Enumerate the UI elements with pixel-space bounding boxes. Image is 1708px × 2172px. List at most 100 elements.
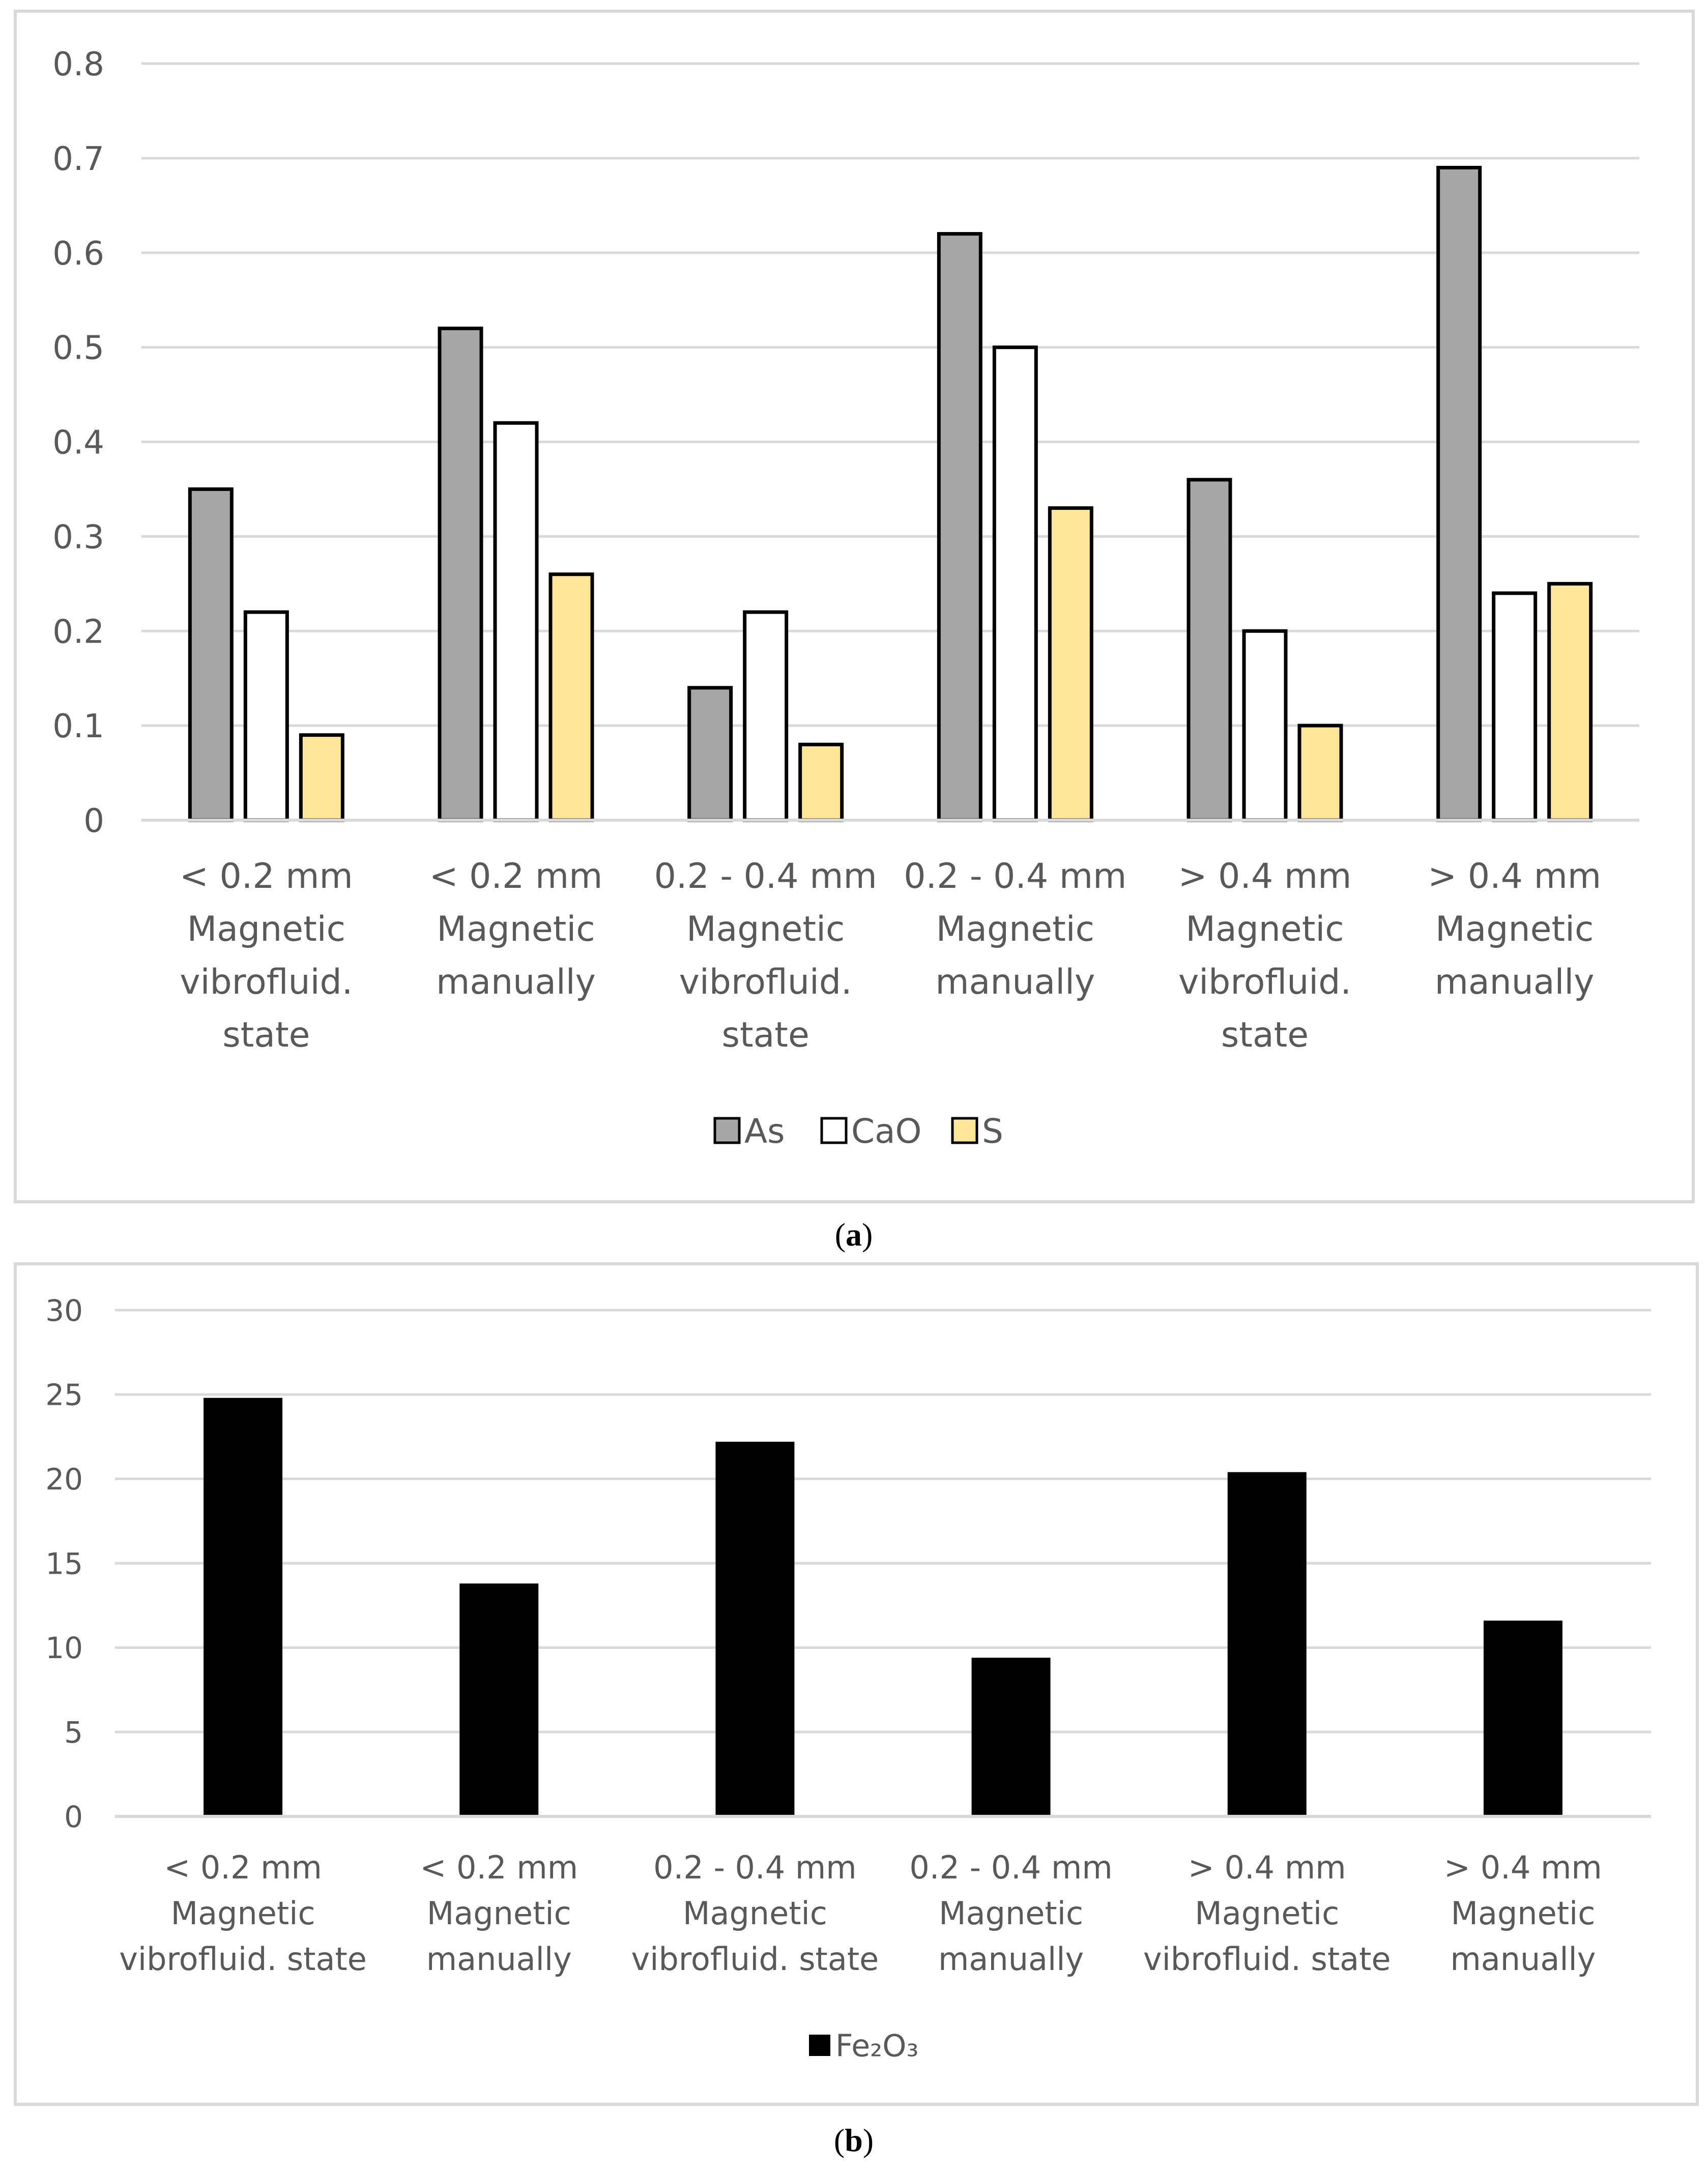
category-label-line: vibrofluid. [180,962,353,1002]
y-tick-label: 0.6 [52,235,104,273]
bar-s [1547,582,1593,822]
bar-cao [493,421,539,822]
legend-label: As [744,1112,785,1151]
legend-swatch-as [713,1117,741,1144]
category-label-line: > 0.4 mm [1178,856,1352,896]
category-label-line: manually [938,1941,1084,1978]
category-label: < 0.2 mm Magnetic manually [420,1849,578,1978]
y-tick-label: 0.3 [52,518,104,556]
category-label-line: 0.2 - 0.4 mm [653,1849,857,1886]
category-label-line: Magnetic [427,1895,571,1932]
bar-s [798,742,844,822]
category-label: > 0.4 mm Magnetic manually [1444,1849,1602,1978]
y-tick-label: 0 [83,802,104,840]
bar-as [188,487,234,822]
panel-label-b: (b) [834,2122,874,2158]
panel-label-a-letter: a [846,1217,862,1253]
category-label-line: 0.2 - 0.4 mm [909,1849,1113,1886]
y-tick-label: 0.8 [52,46,104,83]
chart-a: 0 0.1 0.2 0.3 0.4 0.5 0.6 0.7 0.8 < 0.2 mm Magneti… [52,46,1639,1151]
category-label-line: > 0.4 mm [1444,1849,1602,1886]
bar-s [1297,723,1343,822]
y-tick-label: 10 [45,1631,83,1665]
bar-fe2o3 [715,1441,795,1816]
bar-fe2o3 [204,1398,283,1816]
chart-a-frame [14,10,1695,1203]
bar-cao [992,345,1038,822]
category-label-line: vibrofluid. [679,962,852,1002]
legend-swatch-fe2o3 [809,2035,830,2056]
y-tick-label: 15 [45,1546,83,1581]
bar-as [438,326,483,822]
y-tick-label: 5 [64,1715,83,1750]
category-label-line: Magnetic [1185,909,1344,949]
category-label: < 0.2 mm Magnetic manually [429,856,603,1002]
category-label-line: Magnetic [437,909,595,949]
category-label-line: vibrofluid. [1178,962,1351,1002]
y-tick-label: 30 [45,1293,83,1328]
bar-fe2o3 [971,1658,1051,1816]
category-label-line: Magnetic [939,1895,1083,1932]
bar-as [1186,478,1232,822]
category-label-line: < 0.2 mm [180,856,353,896]
category-label-line: Magnetic [1451,1895,1595,1932]
legend-label: Fe₂O₃ [835,2029,918,2064]
chart-b-frame [14,1262,1699,2106]
category-label-line: Magnetic [683,1895,827,1932]
y-tick-label: 25 [45,1378,83,1412]
category-label-line: Magnetic [187,909,345,949]
legend-label: CaO [851,1112,921,1151]
category-label-line: < 0.2 mm [164,1849,322,1886]
bar-as [687,686,733,822]
y-tick-label: 0.4 [52,424,104,462]
category-label-line: manually [935,962,1095,1002]
bar-s [548,572,594,822]
bar-as [937,232,982,822]
category-label-line: Magnetic [171,1895,315,1932]
legend-swatch-cao [820,1117,848,1144]
category-label-line: state [722,1015,809,1055]
bar-cao [243,610,289,822]
bar-s [1048,506,1093,822]
category-label-line: manually [426,1941,572,1978]
category-label-line: Magnetic [936,909,1094,949]
y-tick-label: 0.2 [52,613,104,651]
panel-label-a: (a) [835,1217,873,1253]
category-label-line: Magnetic [1435,909,1594,949]
category-label: > 0.4 mm Magnetic vibrofluid. state [1143,1849,1391,1978]
category-label-line: 0.2 - 0.4 mm [904,856,1126,896]
bar-s [299,733,344,822]
category-label: 0.2 - 0.4 mm Magnetic manually [904,856,1126,1002]
bar-cao [1492,591,1538,822]
category-label: 0.2 - 0.4 mm Magnetic manually [909,1849,1113,1978]
category-label: 0.2 - 0.4 mm Magnetic vibrofluid. state [631,1849,879,1978]
bar-fe2o3 [1227,1472,1307,1816]
legend-label: S [982,1112,1003,1151]
category-label-line: > 0.4 mm [1428,856,1601,896]
category-label-line: vibrofluid. state [631,1941,879,1978]
category-label-line: manually [436,962,596,1002]
y-tick-label: 0.1 [52,708,104,745]
bar-cao [1242,629,1288,822]
category-label: > 0.4 mm Magnetic manually [1428,856,1601,1002]
panel-label-b-letter: b [845,2122,863,2158]
category-label-line: < 0.2 mm [420,1849,578,1886]
category-label: < 0.2 mm Magnetic vibrofluid. state [180,856,353,1055]
bar-as [1436,165,1482,822]
category-label-line: < 0.2 mm [429,856,603,896]
category-label-line: vibrofluid. state [119,1941,367,1978]
category-label: < 0.2 mm Magnetic vibrofluid. state [119,1849,367,1978]
y-tick-label: 0.7 [52,140,104,178]
category-label-line: Magnetic [1195,1895,1339,1932]
bar-cao [743,610,789,822]
y-tick-label: 0.5 [52,330,104,367]
category-label-line: 0.2 - 0.4 mm [654,856,877,896]
category-label-line: state [1221,1015,1309,1055]
category-label: > 0.4 mm Magnetic vibrofluid. state [1178,856,1352,1055]
category-label-line: manually [1450,1941,1596,1978]
y-tick-label: 0 [64,1800,83,1834]
category-label-line: vibrofluid. state [1143,1941,1391,1978]
category-label: 0.2 - 0.4 mm Magnetic vibrofluid. state [654,856,877,1055]
category-label-line: state [222,1015,310,1055]
